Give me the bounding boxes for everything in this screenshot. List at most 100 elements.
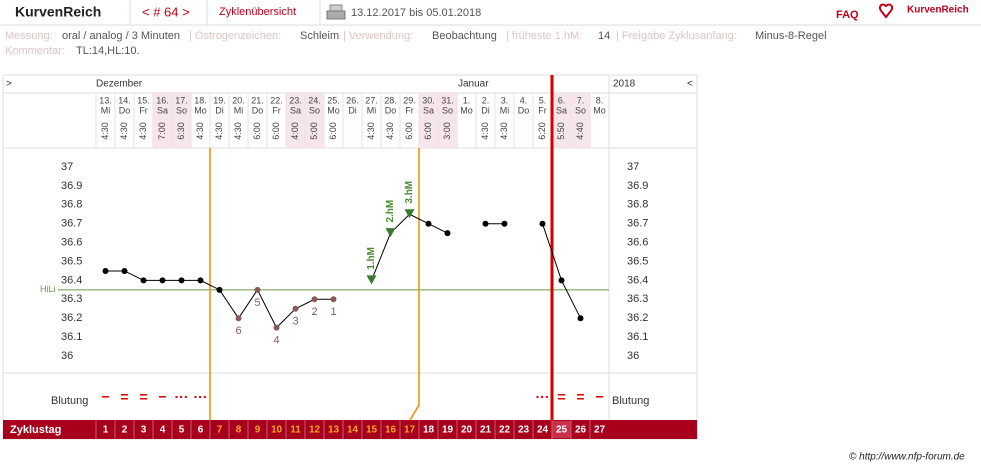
print-icon[interactable]	[326, 4, 346, 20]
logo[interactable]: KurvenReich	[907, 5, 969, 16]
weekday-label: Mi	[500, 105, 510, 115]
day-label: 27.	[365, 95, 378, 105]
time-label: 3:00	[442, 122, 452, 140]
day-label: 1.	[463, 95, 471, 105]
weekday-label: Fr	[405, 105, 414, 115]
y-tick-label-right: 36.7	[627, 218, 648, 230]
time-label: 5:00	[309, 122, 319, 140]
bleeding-mark: =	[557, 389, 565, 405]
time-label: 4:30	[100, 122, 110, 140]
cycle-day-label: Zyklustag	[10, 424, 61, 436]
weekday-label: Mi	[101, 105, 111, 115]
temperature-point	[330, 296, 337, 303]
weekday-label: Sa	[157, 105, 168, 115]
y-tick-label: 36.2	[61, 312, 82, 324]
time-label: 4:00	[290, 122, 300, 140]
current-day	[552, 421, 571, 438]
point-label: 6	[235, 325, 241, 337]
time-label: 6:00	[404, 122, 414, 140]
y-tick-label-right: 36.1	[627, 331, 648, 343]
weekday-label: So	[442, 105, 453, 115]
temperature-point	[292, 305, 299, 312]
logo-icon	[878, 3, 894, 19]
weekend-shade	[305, 93, 324, 148]
nav-left[interactable]: >	[6, 79, 12, 90]
y-tick-label: 36.3	[61, 293, 82, 305]
day-label: 13.	[99, 95, 112, 105]
point-label: 2	[311, 306, 317, 318]
printer-body	[326, 10, 346, 20]
cycle-day: 2	[122, 425, 128, 436]
cycle-day: 22	[499, 425, 511, 436]
weekday-label: Mo	[194, 105, 207, 115]
weekday-label: Do	[119, 105, 131, 115]
temperature-point	[558, 277, 565, 284]
weekday-label: Mo	[460, 105, 473, 115]
peak-label: 3.hM	[404, 181, 415, 204]
cycle-day: 17	[404, 425, 416, 436]
temperature-point	[254, 286, 261, 293]
time-label: 4:30	[138, 122, 148, 140]
weekday-label: Fr	[538, 105, 547, 115]
info-label: | Verwendung:	[343, 30, 413, 42]
faq-link[interactable]: FAQ	[836, 9, 859, 21]
weekend-shade	[438, 93, 457, 148]
cycle-day: 20	[461, 425, 473, 436]
cycle-day: 12	[309, 425, 321, 436]
temperature-point	[121, 267, 128, 274]
time-label: 4:30	[214, 122, 224, 140]
info-value: 14	[598, 30, 610, 42]
time-label: 4:30	[480, 122, 490, 140]
weekend-shade	[153, 93, 172, 148]
cycle-day: 7	[217, 425, 223, 436]
weekday-label: Mo	[327, 105, 340, 115]
weekday-label: Sa	[423, 105, 434, 115]
weekend-shade	[571, 93, 590, 148]
cycle-day: 25	[556, 425, 568, 436]
y-tick-label: 36.7	[61, 218, 82, 230]
bleeding-label-right: Blutung	[612, 395, 649, 407]
day-label: 14.	[118, 95, 131, 105]
time-label: 6:20	[537, 122, 547, 140]
point-label: 1	[330, 306, 336, 318]
temperature-point	[444, 230, 451, 237]
day-label: 16.	[156, 95, 169, 105]
weekday-label: Di	[481, 105, 490, 115]
info-value: Minus-8-Regel	[755, 30, 827, 42]
cycle-day-row	[3, 420, 697, 439]
cycle-day: 10	[271, 425, 283, 436]
day-label: 2.	[482, 95, 490, 105]
cycle-day: 4	[160, 425, 166, 436]
cycle-nav[interactable]: < # 64 >	[142, 4, 190, 19]
y-tick-label-right: 36.4	[627, 274, 648, 286]
cycle-day: 5	[179, 425, 185, 436]
bleeding-mark: ···	[175, 389, 189, 405]
info-label: | Freigabe Zyklusanfang:	[616, 30, 737, 42]
peak-label: 1.hM	[366, 247, 377, 270]
nav-right[interactable]: <	[687, 79, 693, 90]
y-tick-label: 36	[61, 350, 73, 362]
day-label: 23.	[289, 95, 302, 105]
cycle-day: 26	[575, 425, 587, 436]
brand[interactable]: KurvenReich	[15, 4, 101, 20]
overview-link[interactable]: Zyklenübersicht	[219, 6, 296, 18]
bleeding-mark: =	[139, 389, 147, 405]
y-tick-label-right: 36.9	[627, 180, 648, 192]
cycle-day: 1	[103, 425, 109, 436]
day-label: 17.	[175, 95, 188, 105]
temperature-point	[425, 220, 432, 227]
cycle-day: 3	[141, 425, 147, 436]
weekday-label: Do	[518, 105, 530, 115]
time-label: 7:00	[157, 122, 167, 140]
info-label: Messung:	[5, 30, 53, 42]
time-label: 4:40	[575, 122, 585, 140]
bleeding-mark: ···	[536, 389, 550, 405]
weekend-shade	[419, 93, 438, 148]
cycle-day: 13	[328, 425, 340, 436]
date-range: 13.12.2017 bis 05.01.2018	[351, 7, 481, 19]
day-label: 15.	[137, 95, 150, 105]
temperature-point	[311, 296, 318, 303]
temperature-point	[235, 315, 242, 322]
time-label: 5:50	[556, 122, 566, 140]
y-tick-label: 36.4	[61, 274, 82, 286]
